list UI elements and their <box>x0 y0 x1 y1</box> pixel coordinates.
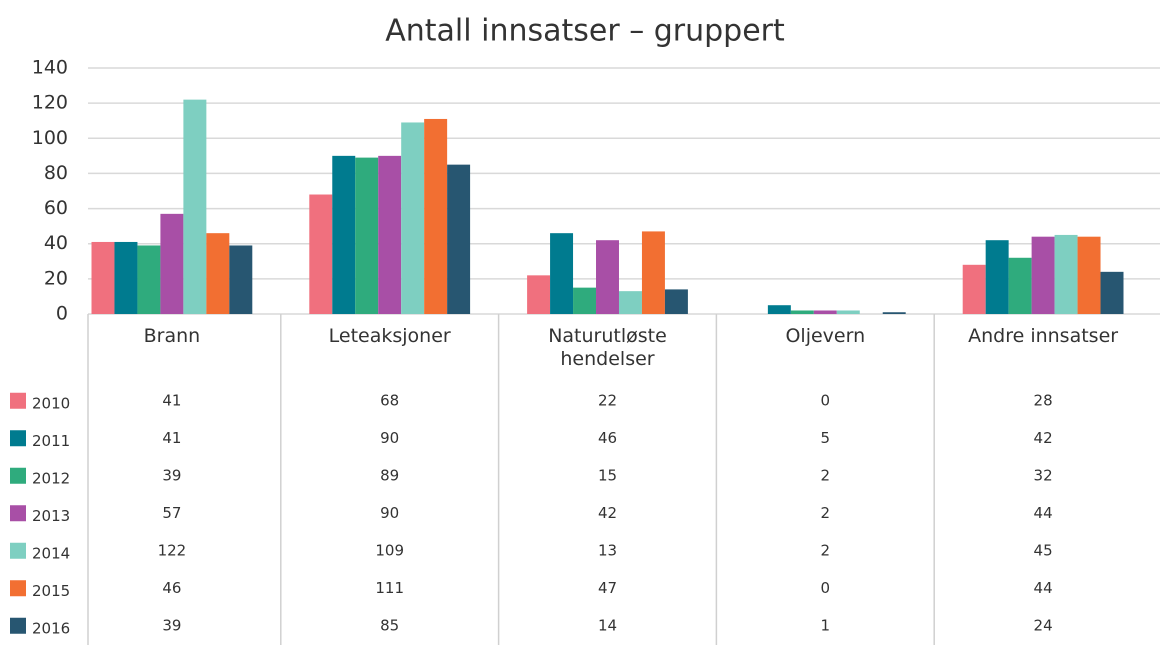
table-cell: 22 <box>598 391 617 409</box>
bar <box>1054 234 1078 314</box>
table-cell: 28 <box>1034 391 1053 409</box>
bar <box>1031 236 1055 314</box>
y-tick-label: 80 <box>44 162 68 184</box>
bar <box>596 240 619 314</box>
legend-swatch <box>10 392 26 409</box>
table-cell: 5 <box>821 429 831 447</box>
table-cell: 32 <box>1034 466 1053 484</box>
table-cell: 47 <box>598 579 617 597</box>
table-cell: 122 <box>158 541 187 559</box>
category-label: Oljevern <box>785 325 866 347</box>
bar <box>985 240 1009 314</box>
bar <box>309 194 333 314</box>
bar <box>91 241 115 314</box>
bar <box>1008 257 1032 314</box>
table-cell: 109 <box>375 541 404 559</box>
table-cell: 0 <box>821 579 831 597</box>
table-cell: 46 <box>598 429 617 447</box>
y-tick-label: 140 <box>32 57 68 79</box>
legend-label: 2015 <box>32 582 70 600</box>
legend-swatch <box>10 542 26 559</box>
bar <box>355 157 379 314</box>
table-cell: 68 <box>380 391 399 409</box>
bar <box>790 310 814 314</box>
category-label: Brann <box>143 325 201 347</box>
table-cell: 57 <box>162 504 181 522</box>
table-cell: 39 <box>162 466 181 484</box>
bar <box>183 99 207 314</box>
bar <box>836 310 860 314</box>
table-cell: 85 <box>380 616 399 634</box>
table-cell: 1 <box>821 616 831 634</box>
bar <box>424 118 448 314</box>
y-tick-label: 120 <box>32 92 68 114</box>
bar <box>229 245 253 314</box>
bar <box>447 164 471 314</box>
legend-swatch <box>10 467 26 484</box>
bar <box>1100 271 1124 314</box>
legend-label: 2010 <box>32 394 70 412</box>
table-cell: 14 <box>598 616 617 634</box>
legend-label: 2016 <box>32 619 70 637</box>
bar <box>332 155 356 314</box>
table-cell: 24 <box>1034 616 1053 634</box>
table-cell: 15 <box>598 466 617 484</box>
bar <box>401 122 425 314</box>
bar <box>527 275 551 314</box>
table-cell: 42 <box>1034 429 1053 447</box>
bar <box>1077 236 1101 314</box>
legend-swatch <box>10 580 26 597</box>
bar <box>378 155 402 314</box>
table-cell: 90 <box>380 429 399 447</box>
table-cell: 39 <box>162 616 181 634</box>
table-cell: 44 <box>1034 579 1053 597</box>
table-cell: 44 <box>1034 504 1053 522</box>
legend-label: 2012 <box>32 469 70 487</box>
legend-label: 2014 <box>32 544 70 562</box>
y-tick-label: 60 <box>44 197 68 219</box>
table-cell: 45 <box>1034 541 1053 559</box>
table-cell: 13 <box>598 541 617 559</box>
table-cell: 0 <box>821 391 831 409</box>
table-cell: 42 <box>598 504 617 522</box>
bar <box>882 312 906 314</box>
bar <box>206 233 230 314</box>
table-cell: 89 <box>380 466 399 484</box>
legend-swatch <box>10 617 26 634</box>
bar <box>641 231 665 314</box>
table-cell: 2 <box>821 504 831 522</box>
bar <box>550 233 574 314</box>
table-cell: 41 <box>162 391 181 409</box>
legend-swatch <box>10 430 26 447</box>
chart-title: Antall innsatser – gruppert <box>385 14 785 49</box>
y-tick-label: 20 <box>44 267 68 289</box>
table-cell: 2 <box>821 541 831 559</box>
legend-label: 2013 <box>32 507 70 525</box>
bar <box>114 241 138 314</box>
y-tick-label: 0 <box>56 303 68 325</box>
table-cell: 46 <box>162 579 181 597</box>
table-cell: 90 <box>380 504 399 522</box>
bar <box>573 287 597 314</box>
y-tick-label: 100 <box>32 127 68 149</box>
category-label: Naturutløste hendelser <box>548 325 667 370</box>
bar <box>962 264 986 314</box>
table-cell: 41 <box>162 429 181 447</box>
bar <box>813 310 837 314</box>
table-cell: 111 <box>375 579 404 597</box>
bar <box>137 245 161 314</box>
y-tick-label: 40 <box>44 232 68 254</box>
category-label: Andre innsatser <box>968 325 1119 347</box>
bar <box>664 289 688 314</box>
table-cell: 2 <box>821 466 831 484</box>
legend-label: 2011 <box>32 432 70 450</box>
legend-swatch <box>10 505 26 522</box>
bar <box>618 291 642 314</box>
bar <box>160 213 184 314</box>
category-label: Leteaksjoner <box>328 325 451 347</box>
bar <box>767 305 791 314</box>
